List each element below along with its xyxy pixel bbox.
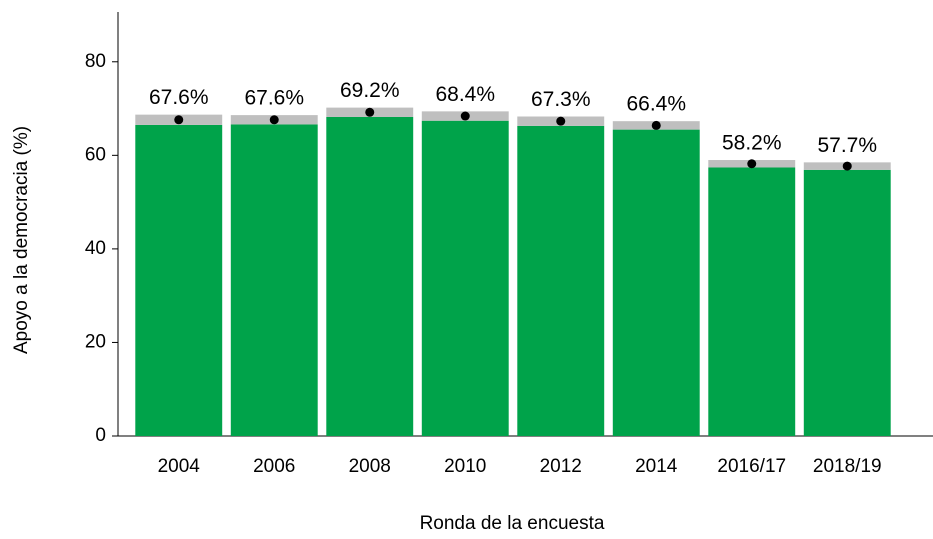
x-tick-label: 2004 [158, 456, 201, 477]
bar [803, 169, 891, 436]
bar [421, 120, 509, 437]
bar [135, 124, 223, 436]
bar [612, 129, 700, 436]
bar [517, 125, 605, 436]
x-tick-label: 2008 [349, 456, 391, 477]
value-label: 69.2% [340, 79, 400, 102]
value-label: 66.4% [626, 93, 686, 116]
x-tick-label: 2014 [635, 456, 678, 477]
point [556, 116, 566, 126]
value-label: 58.2% [722, 132, 782, 155]
bar [230, 124, 318, 437]
x-axis-label: Ronda de la encuesta [420, 513, 605, 534]
x-tick-label: 2006 [253, 456, 295, 477]
value-label: 57.7% [817, 134, 877, 157]
point [365, 107, 375, 117]
x-tick-label: 2018/19 [813, 456, 882, 477]
point [460, 111, 470, 121]
bar [708, 167, 796, 437]
y-tick-label: 60 [85, 144, 106, 165]
y-tick-label: 80 [85, 51, 106, 72]
x-tick-label: 2010 [444, 456, 486, 477]
value-label: 67.6% [149, 86, 209, 109]
x-tick-label: 2012 [540, 456, 582, 477]
y-tick-label: 40 [85, 238, 106, 259]
point [174, 115, 184, 125]
point [842, 161, 852, 171]
value-label: 67.6% [244, 87, 304, 110]
y-tick-label: 20 [85, 331, 106, 352]
point [747, 159, 757, 169]
x-tick-label: 2016/17 [717, 456, 786, 477]
value-label: 68.4% [435, 83, 495, 106]
y-axis-label: Apoyo a la democracia (%) [11, 126, 32, 354]
y-tick-label: 0 [95, 425, 106, 446]
point [269, 115, 279, 125]
point [651, 120, 661, 130]
bar [326, 116, 414, 436]
value-label: 67.3% [531, 88, 591, 111]
